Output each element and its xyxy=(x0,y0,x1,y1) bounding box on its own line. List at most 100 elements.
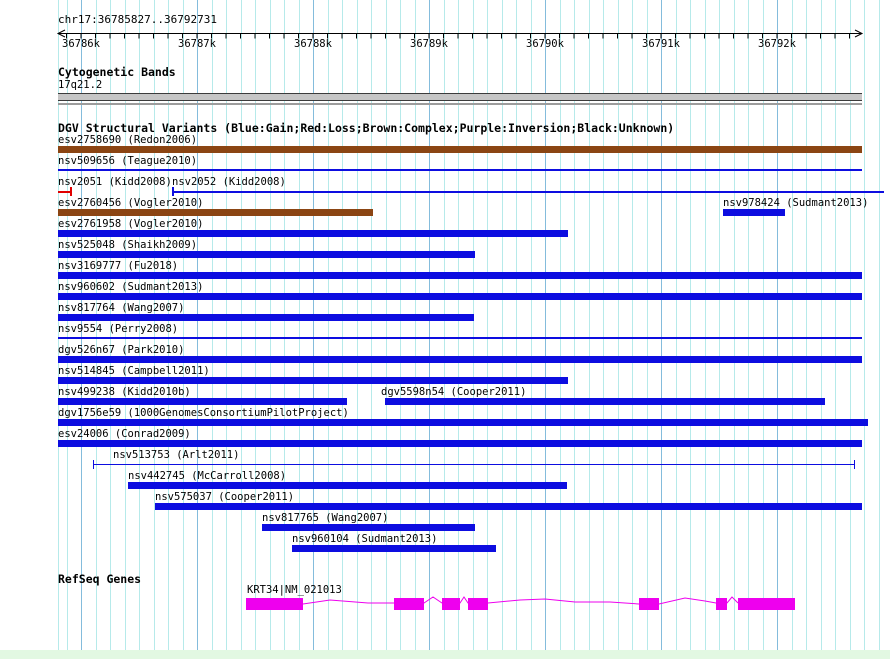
variant-label[interactable]: nsv499238 (Kidd2010b) xyxy=(58,386,191,398)
variant-bar[interactable] xyxy=(58,251,475,258)
variant-bar[interactable] xyxy=(58,146,862,153)
variant-label[interactable]: nsv2051 (Kidd2008) xyxy=(58,176,172,188)
grid-line xyxy=(400,0,401,650)
variant-span-line[interactable] xyxy=(58,191,72,193)
cytoband-section-title: Cytogenetic Bands xyxy=(58,65,176,79)
variant-label[interactable]: nsv509656 (Teague2010) xyxy=(58,155,198,167)
variant-bar[interactable] xyxy=(58,314,474,321)
variant-bar[interactable] xyxy=(723,209,785,216)
variant-label[interactable]: nsv960104 (Sudmant2013) xyxy=(292,533,438,545)
ruler-tick-label: 36792k xyxy=(758,38,796,50)
ruler-axis xyxy=(56,29,864,39)
grid-line xyxy=(472,0,474,650)
variant-bar[interactable] xyxy=(58,377,568,384)
grid-line xyxy=(617,0,619,650)
variant-label[interactable]: nsv9554 (Perry2008) xyxy=(58,323,179,335)
variant-label[interactable]: esv2758690 (Redon2006) xyxy=(58,134,198,146)
variant-span-tick xyxy=(172,187,174,196)
variant-label[interactable]: nsv960602 (Sudmant2013) xyxy=(58,281,204,293)
variant-label[interactable]: nsv817764 (Wang2007) xyxy=(58,302,185,314)
ruler-tick-label: 36791k xyxy=(642,38,680,50)
grid-line xyxy=(284,0,285,650)
grid-line xyxy=(443,0,445,650)
variant-bar[interactable] xyxy=(58,169,862,171)
grid-line xyxy=(487,0,488,650)
grid-line-major xyxy=(81,0,82,650)
grid-line-major xyxy=(545,0,546,650)
grid-line xyxy=(240,0,242,650)
variant-bar[interactable] xyxy=(58,209,373,216)
variant-bar[interactable] xyxy=(58,337,862,339)
variant-bar[interactable] xyxy=(128,482,567,489)
grid-line xyxy=(748,0,749,650)
variant-label[interactable]: dgv1756e59 (1000GenomesConsortiumPilotPr… xyxy=(58,407,349,419)
grid-line xyxy=(255,0,256,650)
cytoband-bar[interactable] xyxy=(58,93,862,101)
grid-line xyxy=(878,0,880,650)
grid-line xyxy=(835,0,836,650)
variant-bar[interactable] xyxy=(58,272,862,279)
variant-label[interactable]: esv24006 (Conrad2009) xyxy=(58,428,191,440)
variant-label[interactable]: esv2760456 (Vogler2010) xyxy=(58,197,204,209)
gene-intron-line xyxy=(302,596,739,605)
variant-bar[interactable] xyxy=(58,293,862,300)
variant-bar[interactable] xyxy=(58,398,347,405)
grid-line xyxy=(153,0,155,650)
variant-bar[interactable] xyxy=(292,545,496,552)
grid-line xyxy=(168,0,169,650)
grid-line xyxy=(211,0,213,650)
variant-span-line[interactable] xyxy=(172,191,884,193)
grid-line xyxy=(849,0,851,650)
ruler-tick-label: 36789k xyxy=(410,38,448,50)
variant-label[interactable]: nsv978424 (Sudmant2013) xyxy=(723,197,869,209)
grid-line xyxy=(458,0,459,650)
gene-exon[interactable] xyxy=(394,598,424,610)
variant-label[interactable]: dgv5598n54 (Cooper2011) xyxy=(381,386,527,398)
variant-bar[interactable] xyxy=(155,503,862,510)
variant-label[interactable]: dgv526n67 (Park2010) xyxy=(58,344,185,356)
gene-label[interactable]: KRT34|NM_021013 xyxy=(247,584,342,596)
gene-exon[interactable] xyxy=(442,598,460,610)
grid-line xyxy=(690,0,691,650)
gene-exon[interactable] xyxy=(738,598,795,610)
gene-exon[interactable] xyxy=(639,598,659,610)
variant-label[interactable]: nsv513753 (Arlt2011) xyxy=(113,449,240,461)
variant-bar[interactable] xyxy=(58,356,862,363)
variant-label[interactable]: esv2761958 (Vogler2010) xyxy=(58,218,204,230)
variant-span-line[interactable] xyxy=(93,464,855,465)
dgv-section-title: DGV Structural Variants (Blue:Gain;Red:L… xyxy=(58,121,675,135)
variant-bar[interactable] xyxy=(58,419,868,426)
variant-label[interactable]: nsv2052 (Kidd2008) xyxy=(172,176,286,188)
refseq-section-title: RefSeq Genes xyxy=(58,572,142,586)
variant-bar[interactable] xyxy=(58,230,568,237)
grid-line xyxy=(675,0,677,650)
variant-bar[interactable] xyxy=(385,398,825,405)
grid-line xyxy=(762,0,764,650)
variant-label[interactable]: nsv3169777 (Fu2018) xyxy=(58,260,179,272)
variant-span-tick xyxy=(70,187,72,196)
grid-line xyxy=(226,0,227,650)
variant-bar[interactable] xyxy=(262,524,475,531)
variant-label[interactable]: nsv525048 (Shaikh2009) xyxy=(58,239,198,251)
grid-line xyxy=(414,0,416,650)
variant-label[interactable]: nsv442745 (McCarroll2008) xyxy=(128,470,287,482)
cytoband-subline xyxy=(58,103,862,105)
grid-line xyxy=(530,0,532,650)
grid-line xyxy=(820,0,822,650)
grid-line-major xyxy=(429,0,430,650)
grid-line xyxy=(371,0,372,650)
gene-exon[interactable] xyxy=(468,598,488,610)
variant-label[interactable]: nsv817765 (Wang2007) xyxy=(262,512,389,524)
gene-exon[interactable] xyxy=(246,598,303,610)
variant-label[interactable]: nsv514845 (Campbell2011) xyxy=(58,365,210,377)
gene-exon[interactable] xyxy=(716,598,727,610)
grid-line xyxy=(182,0,184,650)
variant-bar[interactable] xyxy=(58,440,862,447)
grid-line xyxy=(632,0,633,650)
grid-line xyxy=(791,0,793,650)
variant-label[interactable]: nsv575037 (Cooper2011) xyxy=(155,491,295,503)
